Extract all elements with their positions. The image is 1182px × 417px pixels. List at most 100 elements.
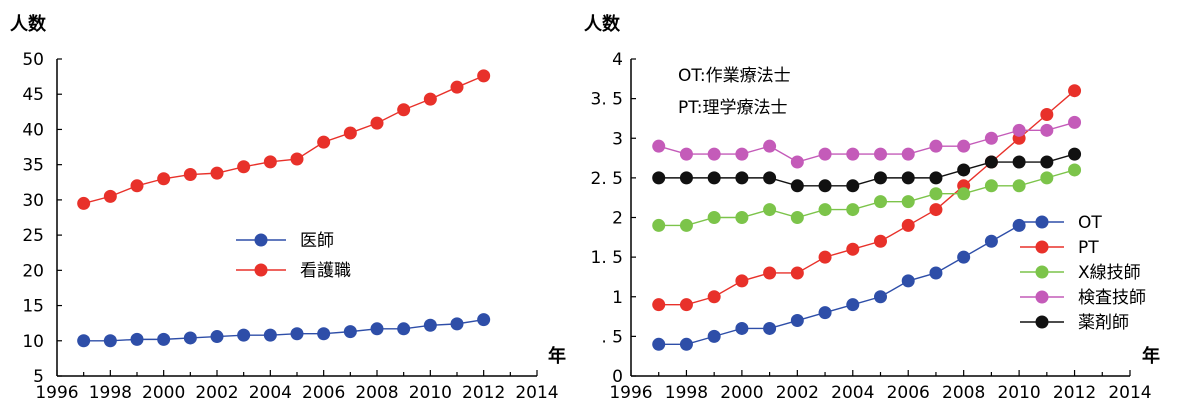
y-tick-label: 5 (33, 367, 44, 387)
y-tick-label: 3 (612, 129, 623, 149)
annotation-text: OT:作業療法士 (678, 66, 791, 86)
y-tick-label: 1. 5 (591, 248, 623, 268)
data-point (763, 171, 777, 185)
data-point (984, 131, 998, 145)
data-point (450, 317, 464, 331)
data-point (397, 103, 411, 117)
data-point (183, 331, 197, 345)
x-tick-label: 1998 (665, 383, 708, 403)
x-tick-label: 2004 (831, 383, 874, 403)
data-point (790, 155, 804, 169)
y-tick-label: 20 (22, 261, 44, 281)
data-point (1012, 155, 1026, 169)
y-tick-label: 15 (22, 297, 44, 317)
data-point (652, 337, 666, 351)
data-point (707, 211, 721, 224)
data-point (818, 306, 832, 320)
data-point (707, 171, 721, 185)
data-point (763, 321, 777, 335)
x-tick-label: 2002 (195, 383, 238, 403)
legend-marker (1035, 265, 1049, 279)
data-point (77, 196, 91, 210)
data-point (130, 332, 144, 346)
data-point (763, 139, 777, 153)
data-point (735, 321, 749, 335)
data-point (679, 218, 693, 232)
data-point (1040, 171, 1054, 185)
annotation-text: PT:理学療法士 (678, 98, 788, 118)
data-point (679, 337, 693, 351)
y-axis-title: 人数 (584, 13, 621, 35)
data-point (818, 147, 832, 161)
data-point (370, 322, 384, 336)
legend-label: OT (1078, 213, 1102, 233)
data-point (818, 203, 832, 217)
data-point (652, 171, 666, 185)
data-point (210, 166, 224, 180)
legend-marker (1035, 290, 1049, 304)
data-point (1012, 179, 1026, 193)
data-point (210, 330, 224, 344)
legend-marker (254, 263, 268, 277)
data-point (763, 266, 777, 280)
data-point (929, 139, 943, 153)
left-chart: 5 10 15 20 25 30 35 40 45 50 1996 1998 2000 2002 2004 2… (10, 13, 566, 403)
x-tick-label: 2000 (142, 383, 185, 403)
data-point (901, 171, 915, 185)
data-point (901, 147, 915, 161)
x-tick-label: 2010 (409, 383, 452, 403)
data-point (790, 314, 804, 328)
data-point (317, 135, 331, 149)
data-point (790, 266, 804, 280)
data-point (1012, 123, 1026, 137)
y-tick-label: 50 (22, 50, 44, 70)
x-tick-label: 2012 (462, 383, 505, 403)
data-point (929, 171, 943, 185)
x-tick-label: 2014 (1108, 383, 1151, 403)
y-tick-label: 2. 5 (591, 169, 623, 189)
x-tick-label: 1996 (35, 383, 78, 403)
data-point (763, 203, 777, 217)
legend-marker (254, 233, 268, 247)
x-axis-title: 年 (1142, 345, 1160, 367)
data-point (77, 334, 91, 348)
data-point (901, 195, 915, 209)
legend-marker (1035, 240, 1049, 254)
data-point (846, 179, 860, 193)
legend-label: 薬剤師 (1078, 313, 1129, 333)
series-line-2 (83, 75, 484, 205)
data-point (263, 328, 277, 342)
data-point (707, 290, 721, 304)
legend-label: 看護職 (300, 261, 351, 281)
data-point (679, 171, 693, 185)
x-tick-label: 2006 (302, 383, 345, 403)
y-tick-label: 25 (22, 226, 44, 246)
data-point (1068, 163, 1082, 177)
data-point (263, 155, 277, 169)
data-point (290, 152, 304, 166)
data-point (874, 171, 887, 185)
data-point (984, 234, 998, 248)
data-point (707, 147, 721, 161)
x-tick-label: 2000 (720, 383, 763, 403)
data-point (450, 80, 464, 94)
series-line-1 (83, 318, 484, 342)
data-point (370, 116, 384, 130)
data-point (103, 189, 117, 203)
data-point (735, 147, 749, 161)
series-line-5 (658, 153, 1075, 187)
data-point (1040, 107, 1054, 121)
data-point (957, 163, 971, 177)
data-point (1068, 147, 1082, 161)
data-point (846, 298, 860, 312)
data-point (679, 298, 693, 312)
data-point (157, 172, 171, 186)
y-tick-label: . 5 (601, 327, 623, 347)
data-point (929, 266, 943, 280)
series-line-4 (658, 121, 1075, 163)
data-point (818, 250, 832, 264)
x-tick-label: 2008 (942, 383, 985, 403)
data-point (343, 126, 357, 140)
